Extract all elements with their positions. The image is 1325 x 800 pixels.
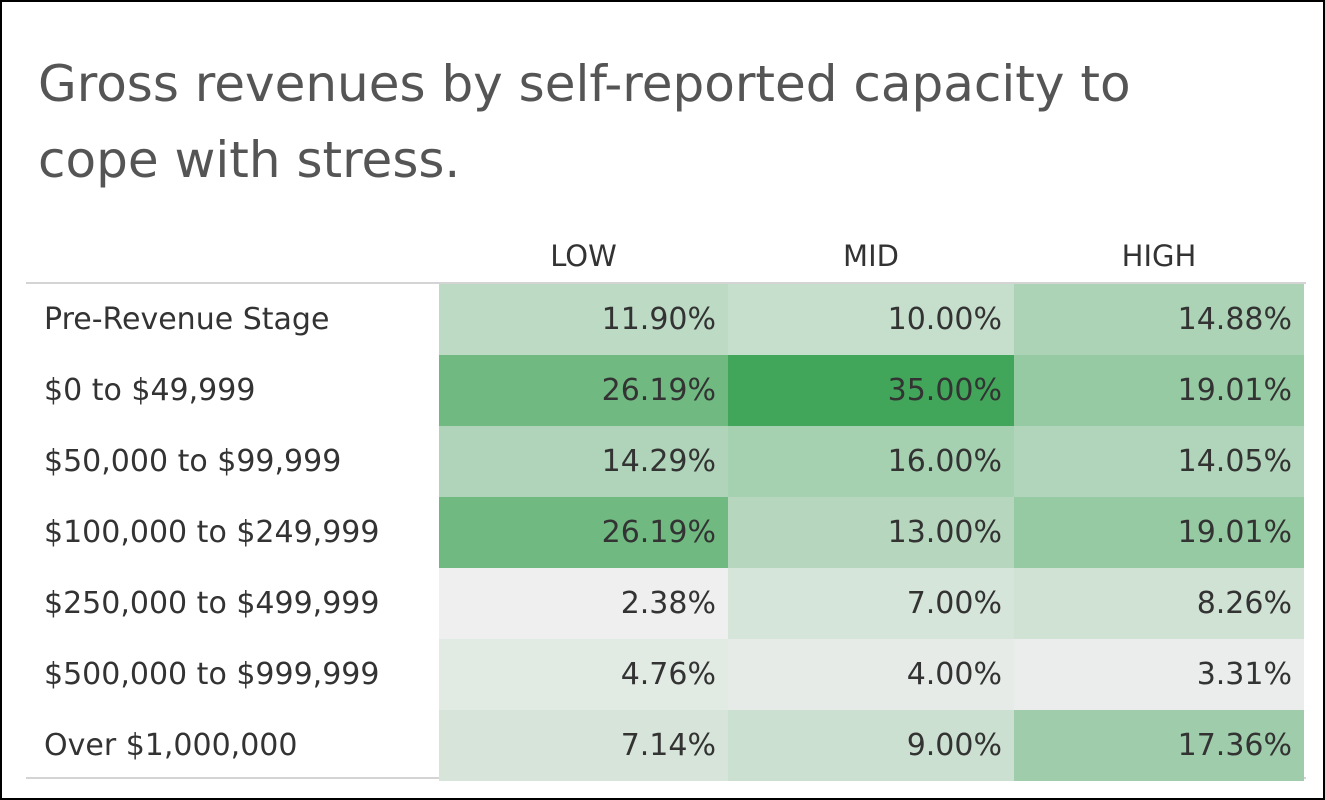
heatmap-cell-high: 14.05% — [1014, 426, 1304, 497]
row-label: $250,000 to $499,999 — [44, 586, 380, 621]
heatmap-cell-low: 11.90% — [439, 284, 728, 355]
heatmap-cell-high: 17.36% — [1014, 710, 1304, 781]
column-header-mid: MID — [843, 239, 899, 273]
chart-title: Gross revenues by self-reported capacity… — [38, 55, 1131, 189]
row-label: Pre-Revenue Stage — [44, 302, 330, 337]
heatmap-cell-high: 14.88% — [1014, 284, 1304, 355]
heatmap-cell-mid: 35.00% — [728, 355, 1014, 426]
heatmap-cell-low: 26.19% — [439, 497, 728, 568]
heatmap-cell-mid: 9.00% — [728, 710, 1014, 781]
column-header-high: HIGH — [1121, 239, 1197, 273]
heatmap-cell-mid: 10.00% — [728, 284, 1014, 355]
row-label: $100,000 to $249,999 — [44, 515, 380, 550]
heatmap-cell-mid: 7.00% — [728, 568, 1014, 639]
row-label: $0 to $49,999 — [44, 373, 256, 408]
column-header-low: LOW — [550, 239, 617, 273]
heatmap-cell-low: 26.19% — [439, 355, 728, 426]
heatmap-cell-high: 19.01% — [1014, 355, 1304, 426]
heatmap-cell-low: 14.29% — [439, 426, 728, 497]
row-label: $50,000 to $99,999 — [44, 444, 342, 479]
heatmap-cell-mid: 13.00% — [728, 497, 1014, 568]
heatmap-cell-high: 8.26% — [1014, 568, 1304, 639]
heatmap-cell-low: 4.76% — [439, 639, 728, 710]
heatmap-cell-low: 7.14% — [439, 710, 728, 781]
heatmap-cell-mid: 16.00% — [728, 426, 1014, 497]
row-label: Over $1,000,000 — [44, 728, 298, 763]
heatmap-cell-high: 19.01% — [1014, 497, 1304, 568]
heatmap-cell-mid: 4.00% — [728, 639, 1014, 710]
row-label: $500,000 to $999,999 — [44, 657, 380, 692]
heatmap-cell-low: 2.38% — [439, 568, 728, 639]
header-divider — [26, 282, 1306, 284]
heatmap-cell-high: 3.31% — [1014, 639, 1304, 710]
